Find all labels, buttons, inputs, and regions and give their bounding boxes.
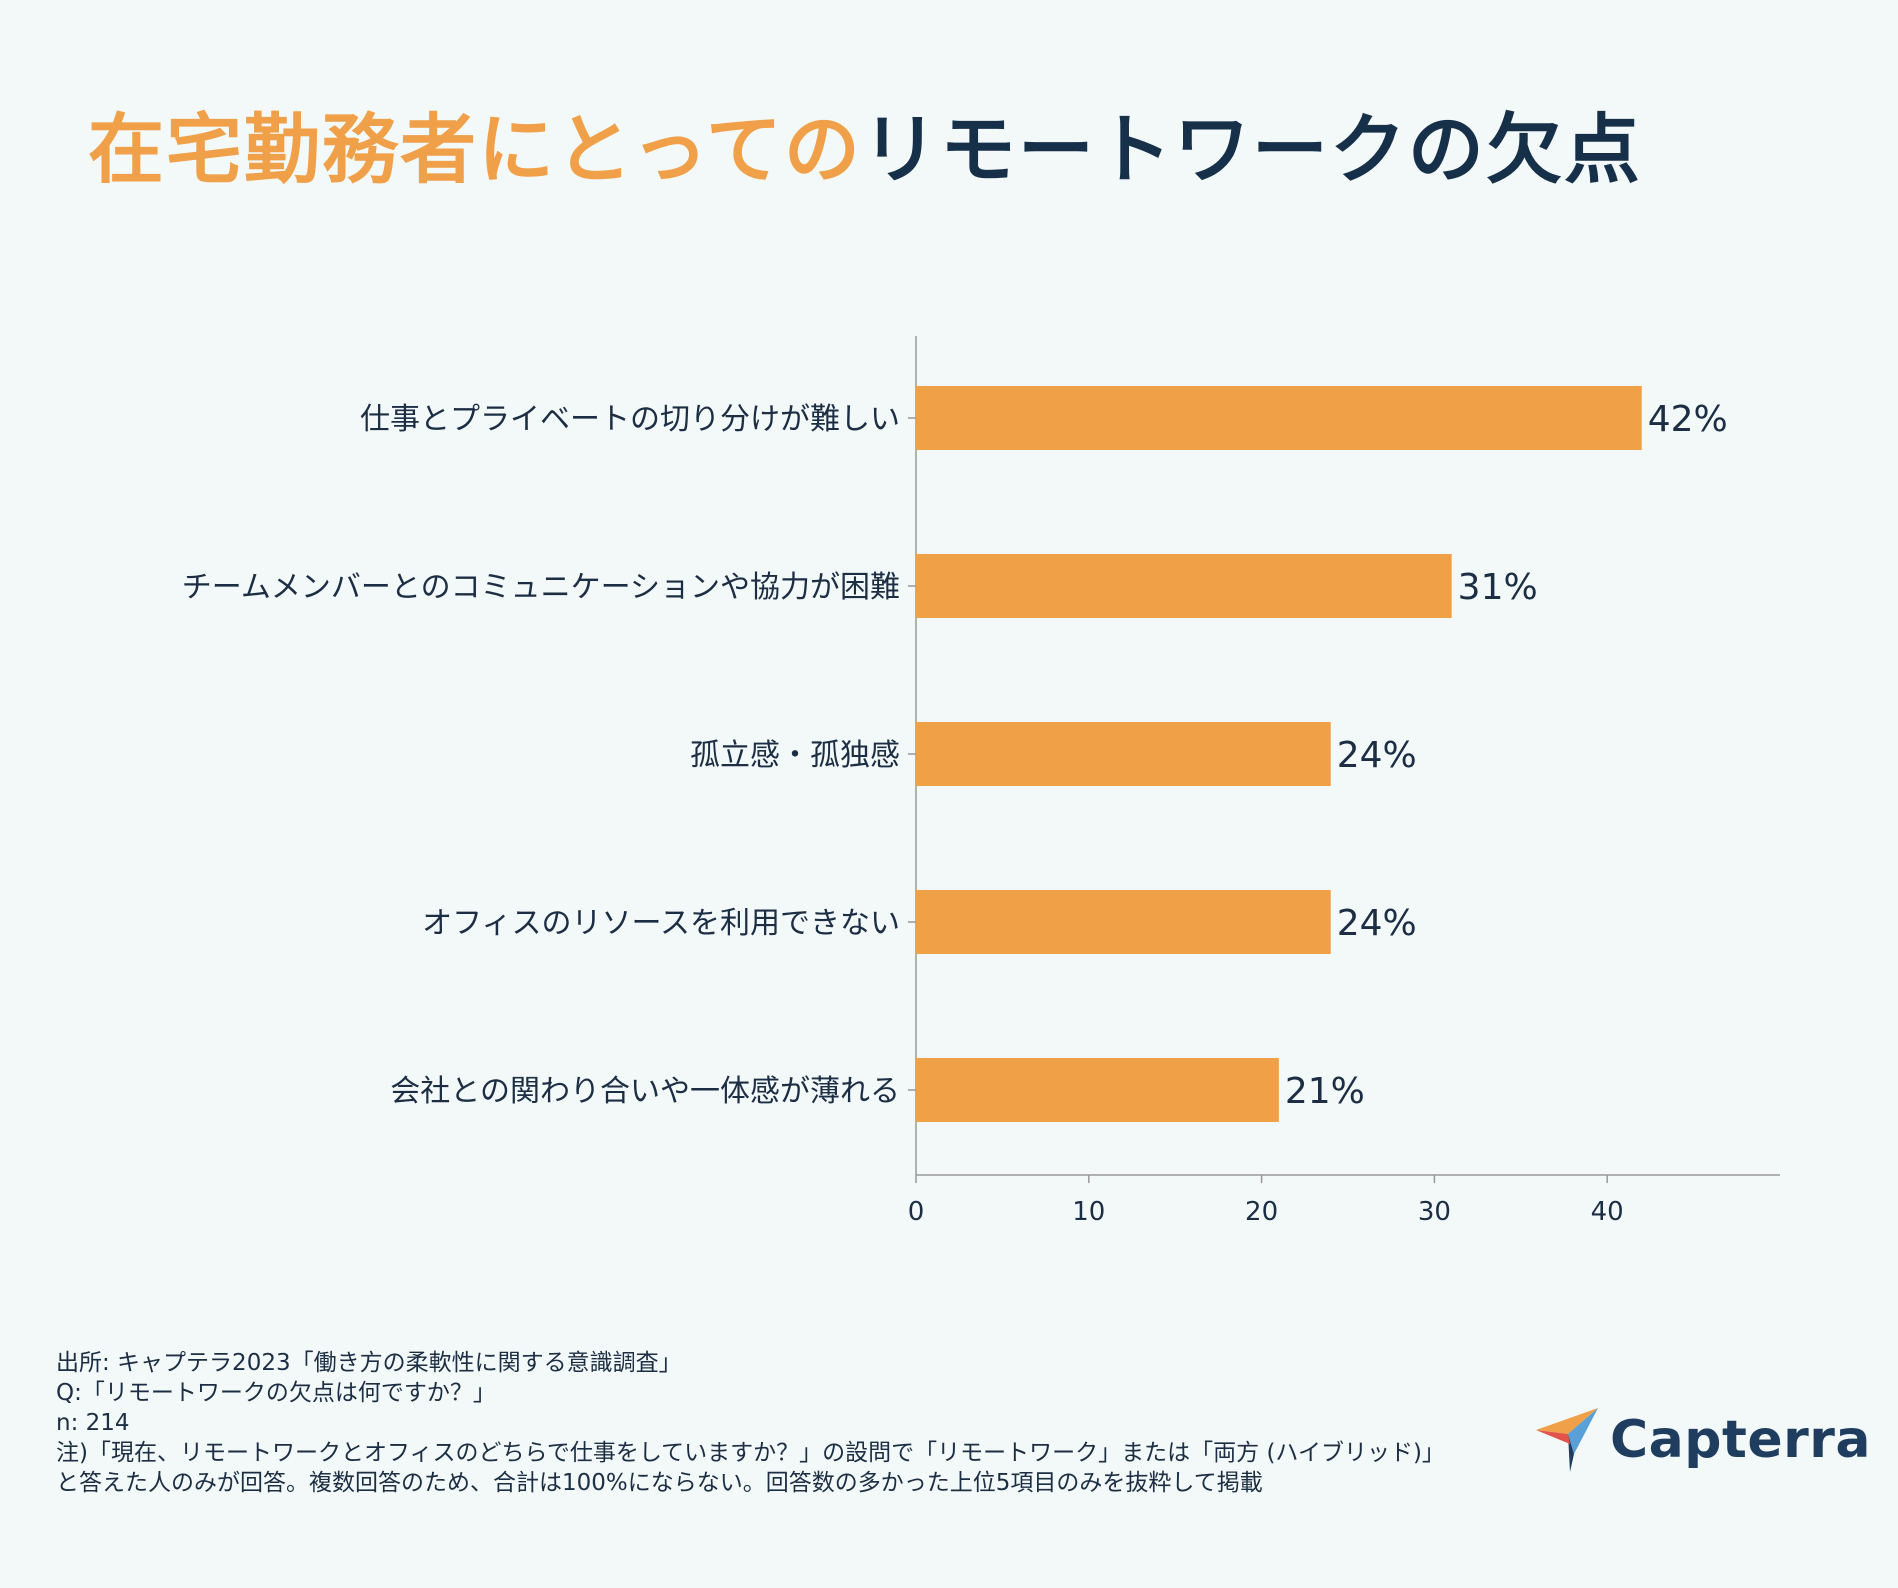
category-label: オフィスのリソースを利用できない [422,906,900,941]
bar [916,386,1642,450]
bar-chart: 0 10 20 30 40 仕事とプライベートの切り分けが難しい 42% チームメンバーとのコ… [182,336,1780,1227]
capterra-logo: Capterra [1534,1404,1871,1476]
footnote-source: 出所: キャプテラ2023「働き方の柔軟性に関する意識調査」 [56,1350,682,1376]
category-label: チームメンバーとのコミュニケーションや協力が困難 [182,570,900,605]
x-tick-label: 20 [1245,1197,1278,1227]
logo-text: Capterra [1610,1410,1871,1470]
footnote-question: Q:「リモートワークの欠点は何ですか？」 [56,1380,496,1406]
value-label: 24% [1337,903,1417,944]
value-label: 21% [1285,1071,1365,1112]
value-label: 42% [1648,399,1728,440]
bar [916,554,1452,618]
value-label: 24% [1337,735,1417,776]
x-tick-label: 40 [1591,1197,1624,1227]
category-label: 仕事とプライベートの切り分けが難しい [360,402,900,437]
chart-title: 在宅勤務者にとってのリモートワークの欠点 [88,88,1642,198]
x-tick-label: 10 [1072,1197,1105,1227]
x-tick-label: 0 [908,1197,925,1227]
bar [916,722,1331,786]
footnote-note: 注)「現在、リモートワークとオフィスのどちらで仕事をしていますか？」の設問で「リ… [56,1440,1445,1496]
x-tick-label: 30 [1418,1197,1451,1227]
title-main: リモートワークの欠点 [861,105,1642,194]
capterra-arrow-icon [1536,1408,1598,1472]
bar [916,1058,1279,1122]
footnote-n: n: 214 [56,1410,130,1436]
bar [916,890,1331,954]
title-highlight: 在宅勤務者にとっての [88,105,862,194]
footnote: 出所: キャプテラ2023「働き方の柔軟性に関する意識調査」 Q:「リモートワー… [56,1348,1456,1498]
category-label: 孤立感・孤独感 [690,738,900,773]
category-label: 会社との関わり合いや一体感が薄れる [390,1074,900,1109]
value-label: 31% [1458,567,1538,608]
